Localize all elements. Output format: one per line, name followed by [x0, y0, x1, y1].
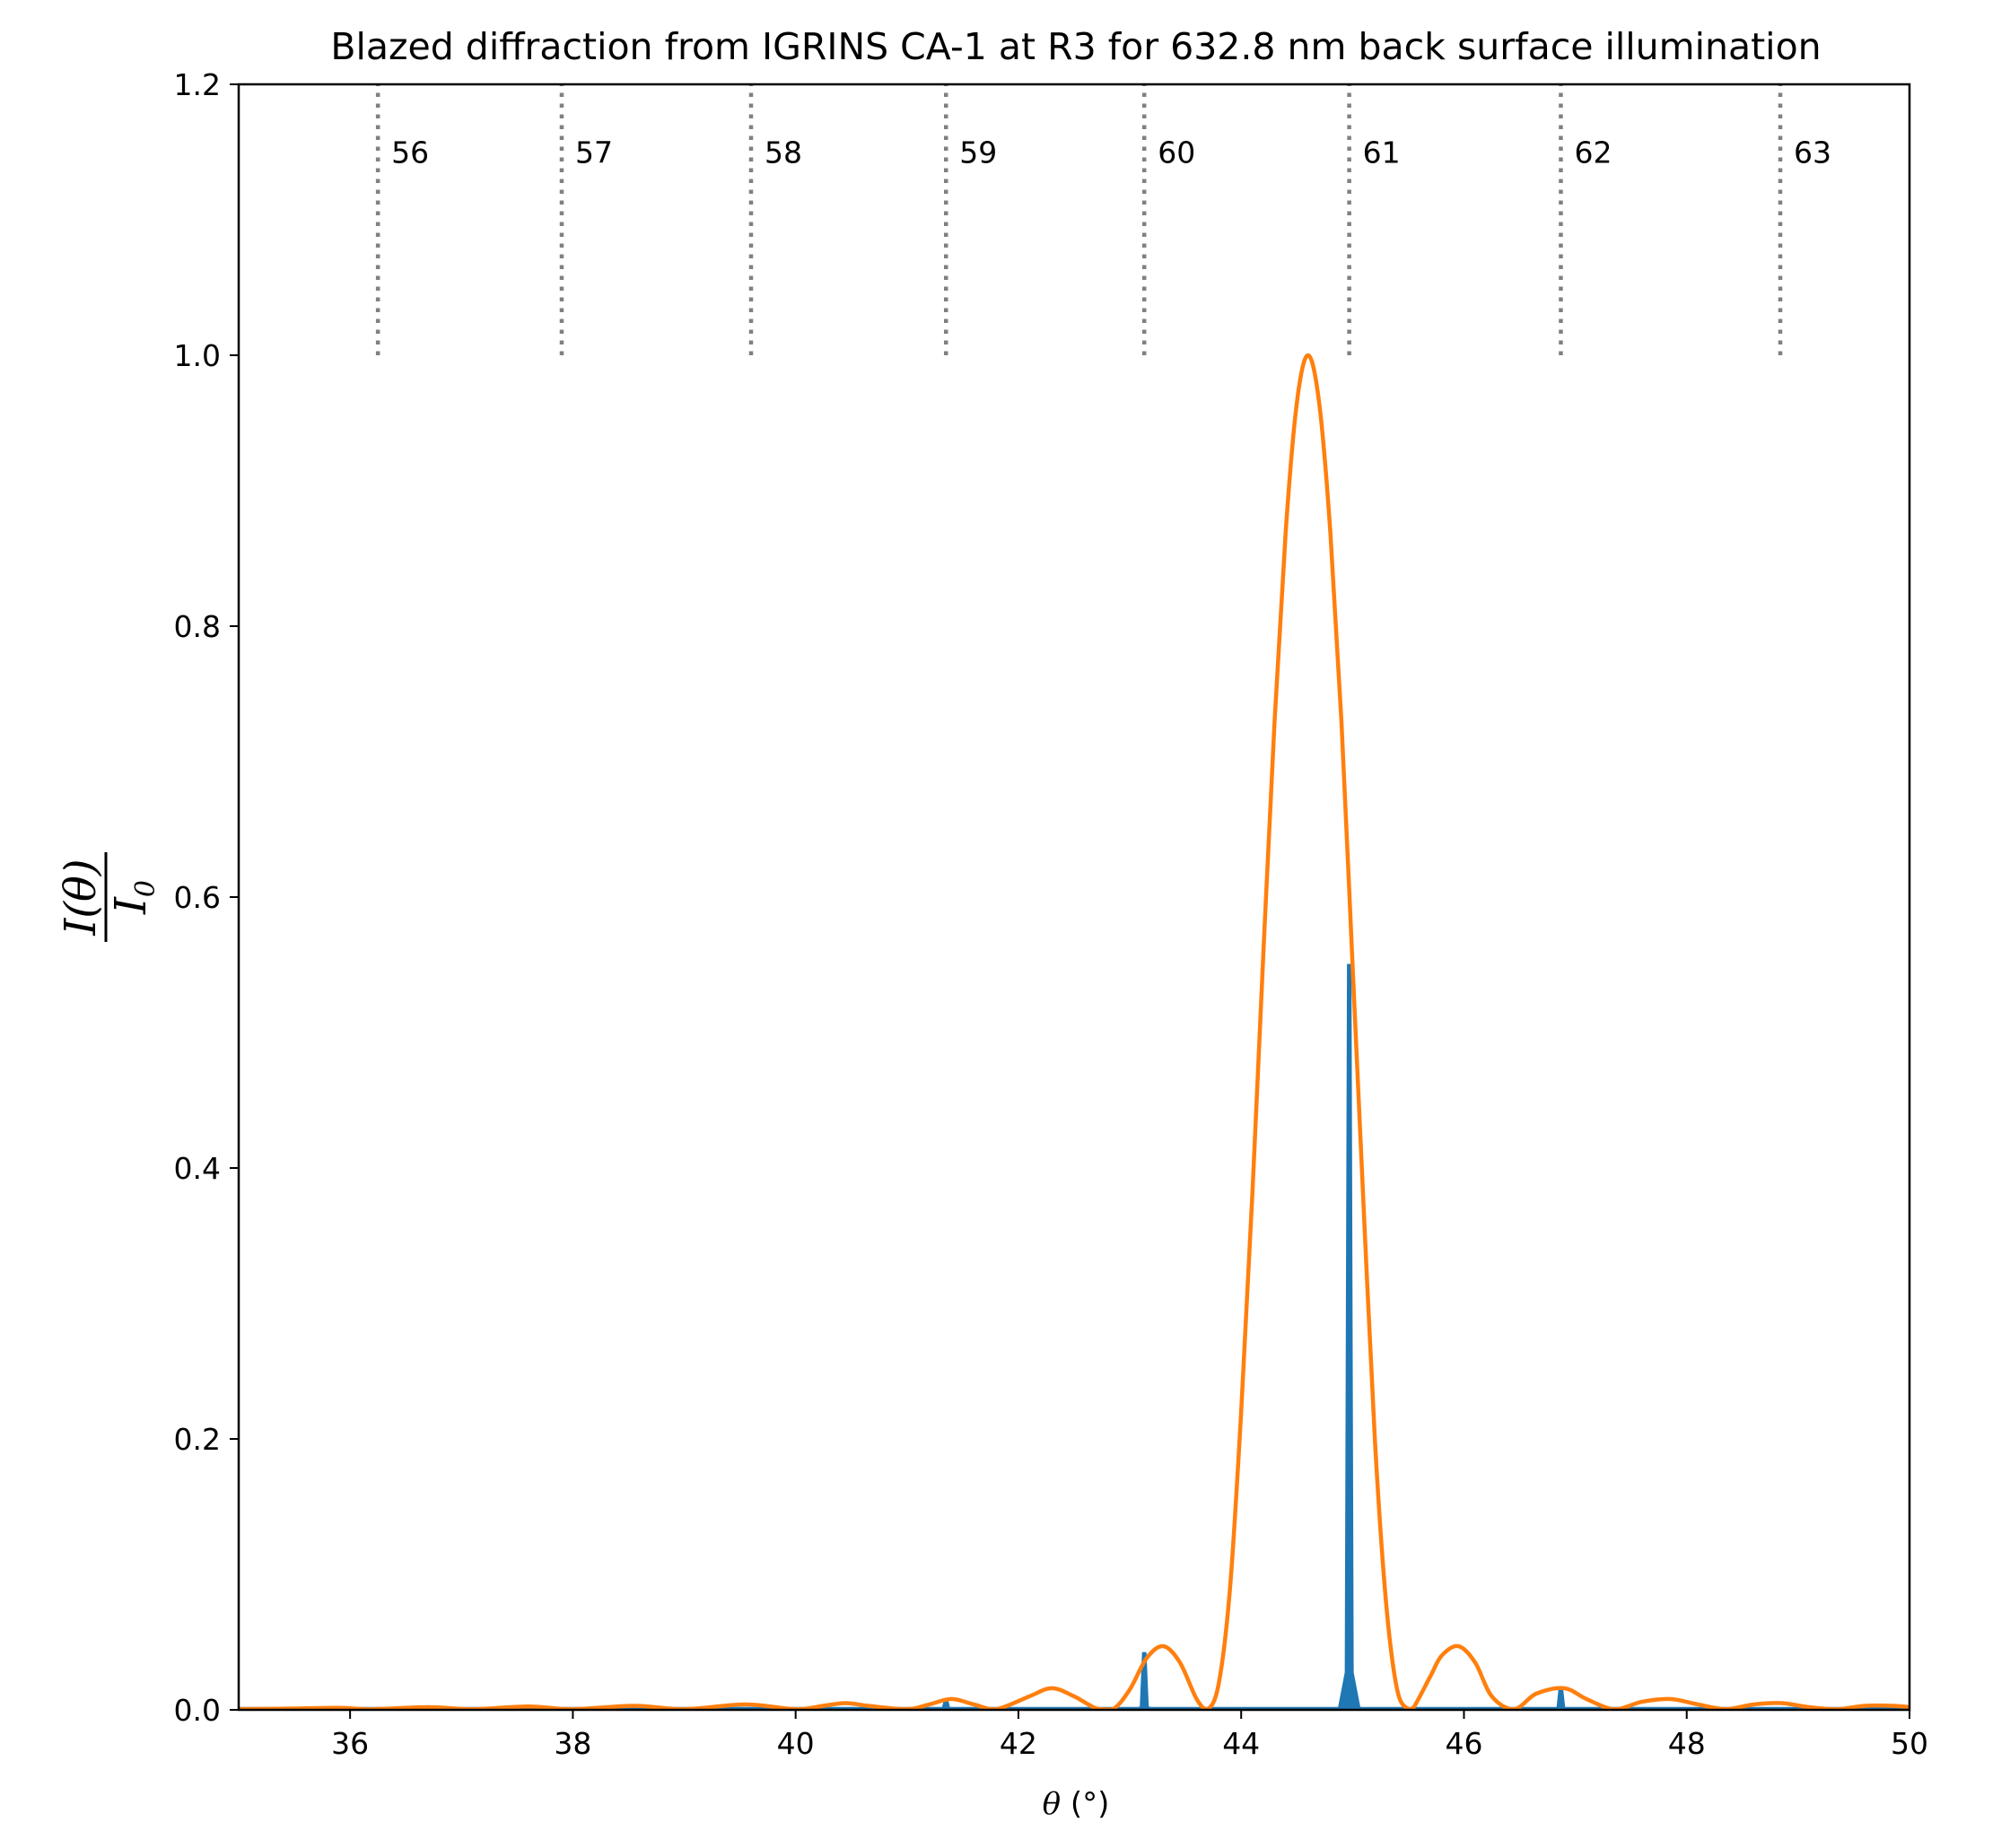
order-marker-label: 58 [765, 135, 802, 170]
x-tick-label: 36 [331, 1726, 369, 1761]
x-axis: 36 38 40 42 44 46 48 50 [331, 1710, 1928, 1761]
y-axis: 0.0 0.2 0.4 0.6 0.8 1.0 1.2 [174, 67, 239, 1728]
y-tick-label: 1.0 [174, 338, 221, 373]
y-tick-label: 0.8 [174, 609, 221, 644]
order-markers: 56 57 58 59 60 61 62 63 [375, 84, 1831, 355]
y-tick-label: 0.4 [174, 1151, 221, 1186]
x-tick-label: 50 [1891, 1726, 1928, 1761]
y-axis-label-denominator-sub: 0 [130, 880, 162, 897]
x-tick-label: 38 [554, 1726, 591, 1761]
y-axis-label-denominator: I0 [106, 880, 162, 915]
blaze-envelope-line [239, 353, 1910, 1710]
chart-title: Blazed diffraction from IGRINS CA-1 at R… [330, 25, 1821, 68]
x-axis-label-unit: (°) [1061, 1786, 1109, 1822]
order-marker-label: 56 [391, 135, 429, 170]
x-tick-label: 48 [1668, 1726, 1706, 1761]
y-axis-label: I(θ) I0 [56, 852, 162, 942]
order-marker-label: 62 [1574, 135, 1612, 170]
x-tick-label: 44 [1222, 1726, 1260, 1761]
y-axis-label-numerator: I(θ) [56, 859, 106, 936]
y-tick-label: 0.2 [174, 1422, 221, 1457]
x-axis-label-symbol: θ [1043, 1786, 1061, 1822]
order-marker-label: 59 [959, 135, 997, 170]
order-marker-label: 61 [1363, 135, 1401, 170]
series-layer [239, 353, 1910, 1710]
x-tick-label: 42 [1000, 1726, 1037, 1761]
x-tick-label: 40 [777, 1726, 815, 1761]
x-axis-label: θ (°) [1043, 1786, 1110, 1822]
x-tick-label: 46 [1445, 1726, 1482, 1761]
spectrum-peak [1132, 1652, 1156, 1710]
y-tick-label: 0.6 [174, 880, 221, 915]
order-marker-label: 63 [1794, 135, 1831, 170]
y-axis-label-denominator-letter: I [106, 896, 156, 915]
spectrum-peak [1550, 1687, 1572, 1710]
y-tick-label: 1.2 [174, 67, 221, 102]
y-tick-label: 0.0 [174, 1693, 221, 1728]
order-marker-label: 57 [575, 135, 613, 170]
plot-frame [237, 83, 1911, 1712]
order-marker-label: 60 [1158, 135, 1195, 170]
